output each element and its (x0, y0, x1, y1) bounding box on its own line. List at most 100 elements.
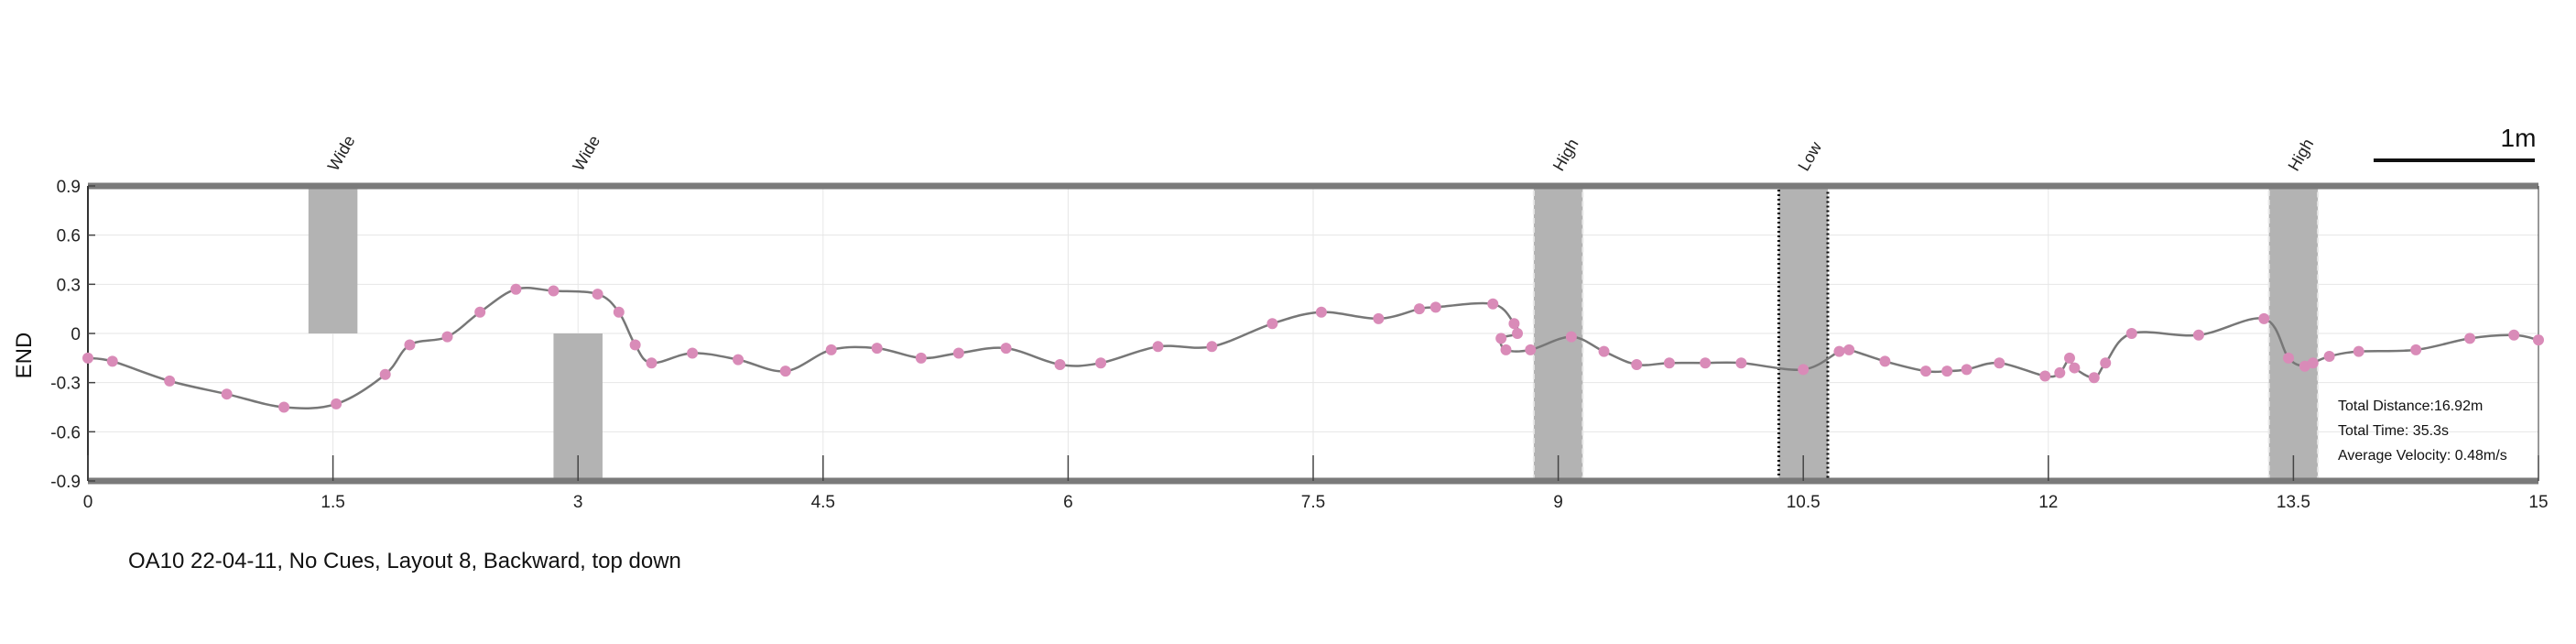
trajectory-point-49 (1920, 366, 1931, 377)
trajectory-point-53 (2039, 370, 2051, 382)
trajectory-points (82, 283, 2544, 413)
trajectory-point-40 (1598, 345, 1610, 357)
trajectory-point-68 (2464, 333, 2476, 344)
trajectory-point-26 (1152, 341, 1164, 353)
stats-box: Total Distance:16.92m Total Time: 35.3s Av… (2338, 398, 2507, 464)
trajectory-point-44 (1735, 357, 1747, 369)
trajectory-point-67 (2410, 344, 2422, 355)
trajectory-point-59 (2125, 328, 2137, 339)
trajectory-point-29 (1315, 306, 1327, 318)
trajectory-point-34 (1508, 318, 1520, 330)
trajectory-point-18 (779, 366, 791, 377)
trajectory-point-24 (1054, 358, 1066, 370)
trajectory-point-15 (646, 357, 658, 369)
trajectory-point-16 (687, 347, 699, 359)
trajectory-point-39 (1565, 331, 1577, 343)
trajectory-point-56 (2069, 362, 2081, 374)
trajectory-point-13 (613, 306, 625, 318)
trajectory-point-0 (82, 352, 93, 364)
chart-caption: OA10 22-04-11, No Cues, Layout 8, Backwa… (128, 549, 681, 573)
stat-line-0: Total Distance:16.92m (2338, 398, 2483, 414)
trajectory-point-1 (106, 355, 118, 367)
axes: 0 1.5 3 4.5 6 7.5 9 10.5 12 13.5 15 0.9 0.6 0.3 0 -0.3 -… (50, 178, 2548, 512)
trajectory-point-46 (1833, 345, 1845, 357)
stat-line-2: Average Velocity: 0.48m/s (2338, 448, 2507, 464)
y-tick-label-0: 0.9 (57, 178, 81, 197)
trajectory-point-54 (2054, 366, 2066, 378)
x-tick-label-2: 3 (573, 493, 583, 512)
y-tick-label-5: -0.6 (50, 423, 81, 442)
trajectory-point-31 (1413, 303, 1425, 315)
trajectory-point-57 (2088, 372, 2100, 384)
obstacles: Wide Wide High Low High (308, 132, 2320, 483)
trajectory-point-14 (629, 339, 641, 351)
trajectory-point-62 (2283, 352, 2295, 364)
trajectory-point-41 (1631, 358, 1643, 370)
trajectory-point-23 (1000, 343, 1012, 355)
x-tick-label-3: 4.5 (811, 493, 835, 512)
obstacle-label-0: Wide (324, 132, 359, 174)
trajectory-point-35 (1512, 328, 1523, 339)
trajectory-point-12 (592, 289, 603, 300)
trajectory-point-47 (1843, 344, 1855, 355)
trajectory-point-7 (404, 339, 416, 351)
obstacle-label-4: High (2285, 136, 2318, 174)
trajectory-point-10 (510, 283, 522, 295)
obstacle-3 (1777, 184, 1830, 483)
trajectory-point-22 (952, 347, 964, 359)
x-tick-label-6: 9 (1553, 493, 1563, 512)
x-tick-label-9: 13.5 (2277, 493, 2310, 512)
trajectory-point-11 (548, 285, 560, 297)
trajectory-point-21 (915, 352, 927, 364)
x-tick-label-5: 7.5 (1301, 493, 1325, 512)
trajectory-point-33 (1487, 298, 1499, 310)
trajectory-point-5 (331, 398, 342, 409)
trajectory-point-30 (1373, 312, 1385, 324)
y-tick-label-2: 0.3 (57, 276, 81, 295)
trajectory-point-25 (1095, 357, 1107, 369)
trajectory-point-60 (2192, 329, 2204, 341)
obstacle-4 (2267, 185, 2320, 482)
trajectory-point-19 (825, 344, 837, 355)
obstacle-label-1: Wide (569, 132, 603, 174)
y-tick-label-6: -0.9 (50, 473, 81, 492)
trajectory-point-64 (2307, 357, 2319, 369)
y-tick-label-4: -0.3 (50, 375, 81, 394)
obstacle-0 (308, 186, 358, 333)
y-tick-label-3: 0 (71, 325, 81, 344)
trajectory-point-17 (733, 354, 745, 366)
trajectory-point-4 (278, 401, 290, 413)
trajectory-point-38 (1525, 344, 1537, 355)
x-tick-label-1: 1.5 (321, 493, 344, 512)
trajectory-point-42 (1663, 357, 1675, 369)
x-tick-label-7: 10.5 (1787, 493, 1821, 512)
trajectory-point-32 (1429, 301, 1441, 313)
trajectory-point-51 (1961, 364, 1973, 376)
trajectory-point-58 (2100, 357, 2112, 369)
trajectory-point-27 (1206, 341, 1218, 353)
trajectory-point-52 (1994, 357, 2005, 369)
trajectory-point-69 (2508, 329, 2520, 341)
stat-line-1: Total Time: 35.3s (2338, 423, 2449, 439)
trajectory-point-48 (1879, 355, 1891, 367)
trajectory-point-50 (1941, 366, 1953, 377)
y-tick-label-1: 0.6 (57, 227, 81, 246)
x-tick-label-10: 15 (2528, 493, 2548, 512)
trajectory-point-55 (2063, 352, 2075, 364)
trajectory-point-45 (1798, 364, 1810, 376)
trajectory-point-66 (2353, 345, 2364, 357)
x-tick-label-4: 6 (1063, 493, 1073, 512)
y-axis-title: END (12, 333, 37, 379)
trajectory-point-37 (1500, 344, 1512, 355)
trajectory-point-36 (1495, 333, 1507, 344)
trajectory-point-8 (441, 331, 453, 343)
obstacle-label-3: Low (1794, 138, 1825, 174)
trajectory-point-43 (1700, 357, 1712, 369)
trajectory-point-2 (164, 375, 176, 387)
trajectory-point-61 (2258, 312, 2270, 324)
trajectory-point-70 (2533, 334, 2544, 346)
trajectory-point-65 (2323, 351, 2335, 363)
trajectory-point-20 (871, 343, 883, 355)
scale-bar-label: 1m (2501, 124, 2537, 152)
